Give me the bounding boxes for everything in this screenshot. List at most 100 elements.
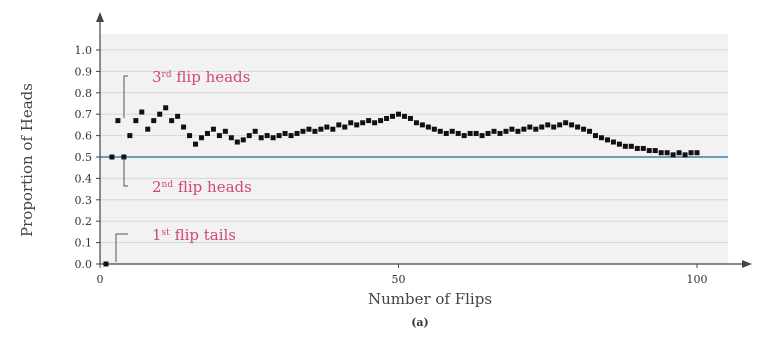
data-point bbox=[616, 141, 622, 147]
data-point bbox=[163, 105, 169, 111]
data-point bbox=[336, 122, 342, 128]
data-point bbox=[139, 109, 145, 115]
data-point bbox=[294, 130, 300, 136]
data-point bbox=[628, 143, 634, 149]
y-axis-arrow bbox=[96, 12, 104, 22]
data-point bbox=[413, 120, 419, 126]
data-point bbox=[109, 154, 115, 160]
y-tick-label-0.6: 0.6 bbox=[75, 130, 93, 143]
data-point bbox=[479, 133, 485, 139]
data-point bbox=[300, 128, 306, 134]
data-point bbox=[330, 126, 336, 132]
data-point bbox=[396, 111, 401, 117]
data-point bbox=[467, 130, 473, 136]
data-point bbox=[587, 128, 593, 134]
data-point bbox=[431, 126, 437, 132]
y-tick-labels: 0.0 0.1 0.2 0.3 0.4 0.5 0.6 0.7 0.8 0.9 1.0 bbox=[75, 44, 100, 271]
data-point bbox=[664, 150, 670, 156]
data-point bbox=[103, 261, 109, 267]
data-point bbox=[551, 124, 557, 130]
data-point bbox=[461, 133, 467, 139]
data-point bbox=[127, 133, 133, 139]
data-point bbox=[324, 124, 330, 130]
data-point bbox=[419, 122, 425, 128]
y-tick-label-0.8: 0.8 bbox=[75, 87, 93, 100]
annotation-3rd-flip-heads-leader bbox=[123, 75, 128, 118]
data-point bbox=[234, 139, 240, 145]
data-point bbox=[491, 128, 497, 134]
data-point bbox=[318, 126, 324, 132]
data-point bbox=[121, 154, 127, 160]
data-point bbox=[581, 126, 587, 132]
data-point bbox=[593, 133, 599, 139]
data-point bbox=[443, 130, 449, 136]
data-point bbox=[264, 133, 270, 139]
data-point bbox=[276, 133, 282, 139]
data-point bbox=[539, 124, 545, 130]
data-point bbox=[228, 135, 234, 141]
y-tick-label-0.9: 0.9 bbox=[75, 65, 93, 78]
y-tick-label-1.0: 1.0 bbox=[75, 44, 93, 57]
x-axis-arrow bbox=[742, 260, 752, 268]
data-point bbox=[270, 135, 276, 141]
data-point bbox=[497, 130, 503, 136]
data-points bbox=[103, 105, 700, 267]
data-point bbox=[157, 111, 163, 117]
data-point bbox=[240, 137, 246, 143]
data-point bbox=[688, 150, 694, 156]
data-point bbox=[216, 133, 222, 139]
data-point bbox=[169, 118, 175, 124]
data-point bbox=[401, 113, 407, 119]
x-tick-label-0: 0 bbox=[97, 273, 104, 286]
y-tick-label-0.2: 0.2 bbox=[75, 215, 93, 228]
data-point bbox=[485, 130, 491, 136]
data-point bbox=[348, 120, 354, 126]
data-point bbox=[282, 130, 288, 136]
data-point bbox=[360, 120, 366, 126]
data-point bbox=[598, 135, 604, 141]
data-point bbox=[449, 128, 455, 134]
data-point bbox=[455, 130, 461, 136]
y-tick-label-0.1: 0.1 bbox=[75, 237, 93, 250]
data-point bbox=[258, 135, 264, 141]
data-point bbox=[533, 126, 539, 132]
annotation-1st-flip-tails: 1st flip tails bbox=[152, 226, 236, 244]
annotation-2nd-flip-heads: 2nd flip heads bbox=[152, 178, 252, 196]
data-point bbox=[175, 113, 181, 119]
data-point bbox=[407, 115, 413, 121]
data-point bbox=[682, 152, 688, 158]
data-point bbox=[181, 124, 187, 130]
data-point bbox=[437, 128, 443, 134]
data-point bbox=[521, 126, 527, 132]
data-point bbox=[425, 124, 431, 130]
data-point bbox=[306, 126, 312, 132]
data-point bbox=[569, 122, 575, 128]
x-tick-labels: 0 50 100 bbox=[97, 264, 708, 286]
data-point bbox=[204, 130, 210, 136]
data-point bbox=[575, 124, 581, 130]
data-point bbox=[503, 128, 509, 134]
y-tick-label-0.4: 0.4 bbox=[75, 172, 93, 185]
y-axis-title: Proportion of Heads bbox=[18, 83, 36, 237]
data-point bbox=[622, 143, 628, 149]
data-point bbox=[198, 135, 204, 141]
data-point bbox=[187, 133, 193, 139]
data-point bbox=[670, 152, 676, 158]
data-point bbox=[366, 118, 372, 124]
data-point bbox=[384, 115, 390, 121]
x-tick-label-50: 50 bbox=[392, 273, 406, 286]
x-axis-title: Number of Flips bbox=[368, 290, 492, 308]
x-tick-label-100: 100 bbox=[687, 273, 708, 286]
data-point bbox=[378, 118, 384, 124]
data-point bbox=[545, 122, 551, 128]
y-tick-label-0.0: 0.0 bbox=[75, 258, 93, 271]
data-point bbox=[610, 139, 616, 145]
data-point bbox=[193, 141, 199, 147]
data-point bbox=[252, 128, 258, 134]
data-point bbox=[473, 130, 479, 136]
data-point bbox=[288, 133, 294, 139]
data-point bbox=[222, 128, 228, 134]
data-point bbox=[640, 145, 646, 151]
data-point bbox=[676, 150, 682, 156]
